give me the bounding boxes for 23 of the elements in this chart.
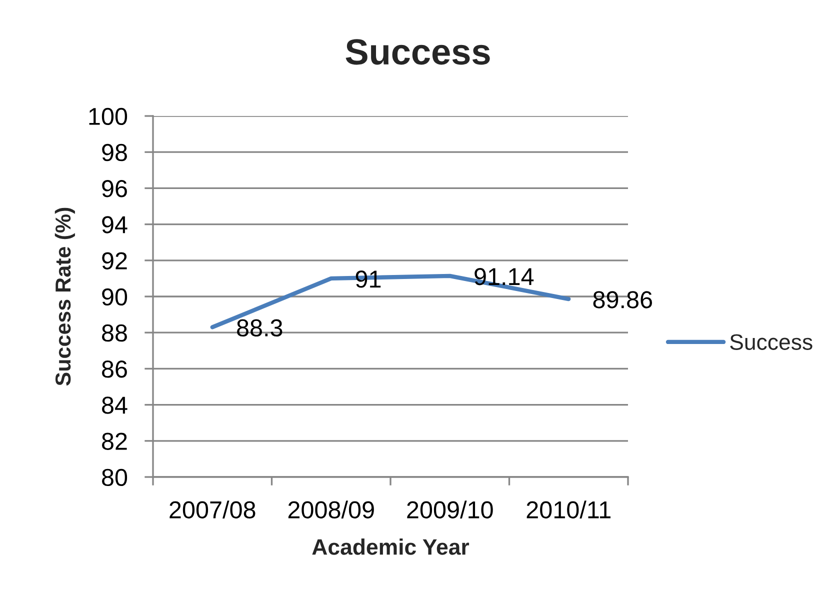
y-tick-label: 84 <box>102 396 128 414</box>
x-axis-title: Academic Year <box>312 538 470 555</box>
data-label: 88.3 <box>237 319 282 336</box>
data-label: 89.86 <box>593 291 652 308</box>
y-tick-label: 80 <box>102 468 128 486</box>
y-tick-label: 92 <box>102 252 127 270</box>
y-tick-label: 100 <box>89 108 128 126</box>
x-tick-label: 2009/10 <box>407 500 493 518</box>
y-tick-label: 90 <box>102 288 128 306</box>
y-tick-label: 88 <box>102 324 127 342</box>
data-label: 91.14 <box>474 268 534 286</box>
y-axis-title: Success Rate (%) <box>54 208 75 386</box>
y-tick-label: 96 <box>102 180 127 198</box>
data-label: 91 <box>356 270 381 288</box>
x-tick-label: 2010/11 <box>526 500 610 518</box>
y-tick-label: 98 <box>102 144 127 162</box>
y-tick-label: 82 <box>102 432 127 450</box>
x-tick-label: 2007/08 <box>170 500 256 518</box>
x-tick-label: 2008/09 <box>288 500 374 518</box>
y-tick-label: 86 <box>102 360 127 378</box>
y-tick-label: 94 <box>102 216 128 234</box>
chart-title: Success <box>346 39 490 65</box>
legend-label: Success <box>730 334 812 350</box>
